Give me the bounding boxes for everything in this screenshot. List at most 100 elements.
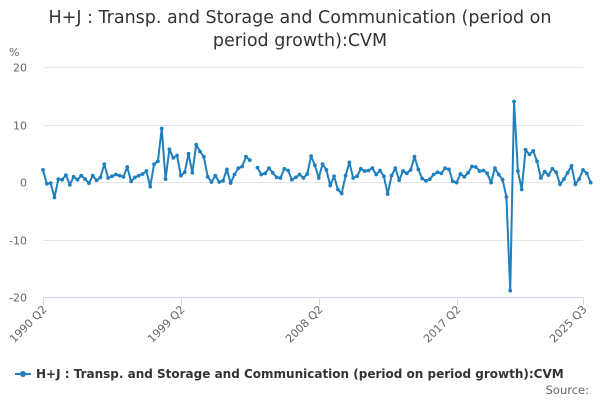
data-point[interactable]: [401, 169, 405, 173]
legend[interactable]: H+J : Transp. and Storage and Communicat…: [15, 366, 564, 382]
data-point[interactable]: [232, 172, 237, 177]
data-point[interactable]: [136, 173, 141, 178]
data-point[interactable]: [87, 181, 91, 186]
data-point[interactable]: [485, 171, 490, 176]
data-point[interactable]: [370, 166, 375, 171]
data-point[interactable]: [90, 173, 95, 178]
data-point[interactable]: [473, 165, 478, 169]
data-point[interactable]: [52, 195, 57, 200]
data-point[interactable]: [535, 159, 539, 164]
data-point[interactable]: [335, 187, 340, 192]
data-point[interactable]: [224, 167, 229, 172]
data-point[interactable]: [531, 149, 536, 153]
data-point[interactable]: [581, 168, 585, 172]
data-point[interactable]: [454, 180, 459, 185]
data-point[interactable]: [550, 166, 555, 171]
data-point[interactable]: [397, 178, 402, 183]
data-point[interactable]: [213, 173, 218, 178]
data-point[interactable]: [71, 174, 76, 179]
data-point[interactable]: [588, 180, 593, 185]
data-point[interactable]: [573, 182, 578, 187]
data-point[interactable]: [274, 175, 279, 180]
data-point[interactable]: [324, 168, 329, 172]
data-point[interactable]: [56, 177, 61, 182]
data-point[interactable]: [152, 162, 156, 167]
data-point[interactable]: [102, 162, 107, 167]
data-point[interactable]: [500, 177, 505, 182]
data-point[interactable]: [320, 162, 325, 167]
data-point[interactable]: [83, 177, 88, 182]
data-point[interactable]: [163, 177, 168, 182]
data-point[interactable]: [512, 99, 516, 104]
data-point[interactable]: [159, 126, 164, 131]
data-point[interactable]: [129, 179, 133, 184]
data-point[interactable]: [462, 174, 467, 179]
data-point[interactable]: [355, 174, 359, 179]
data-point[interactable]: [569, 164, 574, 168]
data-point[interactable]: [259, 172, 264, 177]
data-point[interactable]: [221, 178, 225, 183]
data-point[interactable]: [489, 180, 493, 185]
data-point[interactable]: [447, 167, 451, 172]
data-point[interactable]: [67, 182, 72, 187]
series-line[interactable]: [42, 100, 592, 292]
data-point[interactable]: [347, 160, 352, 165]
data-point[interactable]: [178, 173, 183, 178]
data-point[interactable]: [293, 175, 298, 180]
data-point[interactable]: [44, 181, 49, 186]
data-point[interactable]: [313, 163, 317, 168]
data-point[interactable]: [332, 174, 336, 179]
data-point[interactable]: [217, 180, 222, 184]
data-point[interactable]: [278, 176, 283, 180]
data-point[interactable]: [205, 174, 210, 179]
data-point[interactable]: [424, 178, 428, 183]
data-point[interactable]: [374, 172, 379, 177]
data-point[interactable]: [351, 176, 356, 180]
data-point[interactable]: [305, 172, 310, 176]
data-point[interactable]: [523, 147, 528, 152]
data-point[interactable]: [236, 166, 241, 171]
data-point[interactable]: [458, 172, 463, 176]
data-point[interactable]: [64, 173, 68, 178]
data-point[interactable]: [140, 172, 145, 176]
data-point[interactable]: [125, 165, 130, 169]
data-point[interactable]: [439, 171, 444, 176]
data-point[interactable]: [133, 175, 137, 180]
data-point[interactable]: [546, 173, 551, 178]
data-point[interactable]: [110, 174, 114, 179]
data-point[interactable]: [155, 159, 160, 164]
data-point[interactable]: [244, 154, 248, 159]
data-point[interactable]: [297, 172, 302, 177]
data-point[interactable]: [198, 149, 202, 154]
data-point[interactable]: [121, 174, 126, 179]
data-point[interactable]: [427, 177, 432, 182]
data-point[interactable]: [466, 170, 471, 175]
data-point[interactable]: [404, 171, 409, 176]
data-point[interactable]: [565, 170, 570, 175]
data-point[interactable]: [389, 173, 394, 178]
data-point[interactable]: [94, 178, 99, 183]
data-point[interactable]: [554, 170, 559, 175]
data-point[interactable]: [228, 181, 233, 186]
data-point[interactable]: [171, 155, 176, 160]
data-point[interactable]: [339, 191, 344, 196]
data-point[interactable]: [41, 168, 45, 172]
data-point[interactable]: [175, 153, 179, 158]
data-point[interactable]: [255, 165, 260, 170]
data-point[interactable]: [98, 175, 103, 180]
data-point[interactable]: [542, 169, 547, 174]
data-point[interactable]: [240, 164, 245, 169]
data-point[interactable]: [381, 174, 386, 179]
data-point[interactable]: [209, 180, 214, 184]
data-point[interactable]: [48, 181, 53, 186]
data-point[interactable]: [247, 158, 252, 163]
data-point[interactable]: [144, 169, 149, 173]
data-point[interactable]: [470, 164, 474, 169]
data-point[interactable]: [477, 169, 482, 173]
data-point[interactable]: [443, 166, 448, 171]
data-point[interactable]: [493, 166, 497, 171]
data-point[interactable]: [561, 177, 566, 182]
data-point[interactable]: [358, 166, 363, 171]
data-point[interactable]: [515, 169, 520, 173]
data-point[interactable]: [450, 179, 455, 184]
